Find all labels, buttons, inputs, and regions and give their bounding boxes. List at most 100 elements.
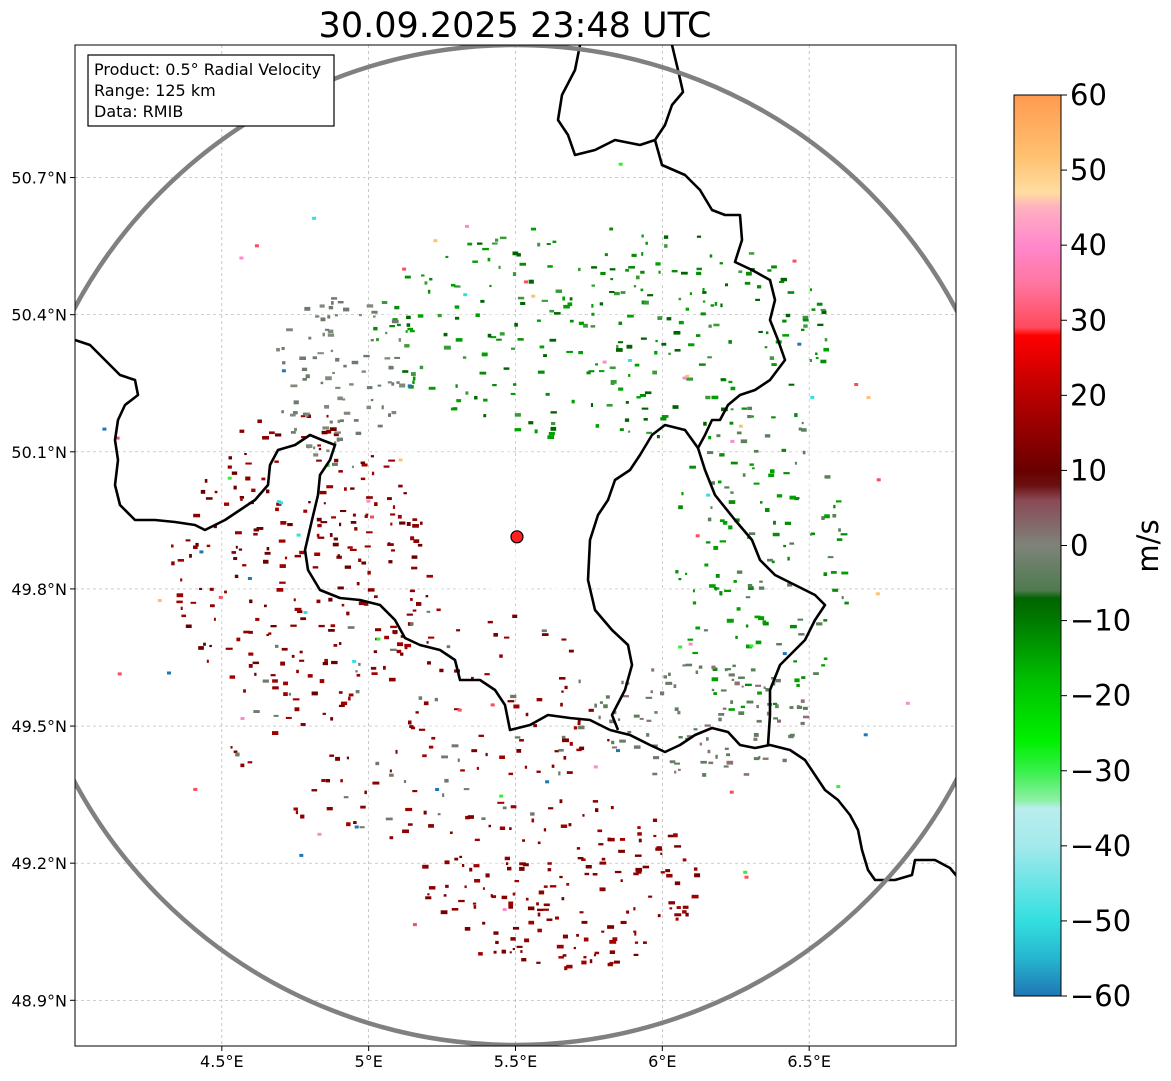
velocity-speckle (235, 545, 238, 549)
velocity-speckle (700, 312, 706, 316)
velocity-speckle (425, 595, 429, 598)
velocity-speckle (283, 692, 288, 697)
velocity-speckle (601, 930, 605, 933)
velocity-speckle (626, 910, 630, 914)
velocity-speckle (559, 677, 566, 680)
velocity-speckle (510, 805, 517, 809)
velocity-speckle (343, 411, 351, 415)
velocity-speckle-accent (682, 376, 687, 380)
velocity-speckle (715, 754, 718, 759)
velocity-speckle (661, 342, 667, 346)
velocity-speckle (724, 668, 728, 672)
velocity-speckle (728, 673, 735, 677)
velocity-speckle-accent (354, 825, 359, 829)
velocity-speckle (645, 241, 648, 245)
velocity-speckle (718, 713, 725, 716)
velocity-speckle (213, 524, 217, 529)
colorbar-label: m/s (1131, 519, 1165, 572)
velocity-speckle (505, 862, 509, 866)
velocity-speckle (499, 826, 506, 831)
velocity-speckle (402, 370, 409, 373)
velocity-speckle (728, 340, 732, 344)
velocity-speckle (617, 718, 621, 721)
velocity-speckle (755, 640, 762, 645)
velocity-speckle (643, 941, 647, 944)
velocity-speckle (214, 490, 218, 494)
velocity-speckle (312, 356, 318, 360)
velocity-speckle (327, 333, 335, 337)
velocity-speckle (711, 677, 719, 682)
velocity-speckle (641, 252, 644, 256)
velocity-speckle (730, 408, 734, 411)
velocity-speckle (252, 661, 260, 665)
velocity-speckle (353, 821, 357, 825)
velocity-speckle (719, 540, 727, 543)
colorbar-tick-label: −50 (1070, 904, 1131, 938)
velocity-speckle (499, 654, 503, 658)
velocity-speckle (794, 678, 800, 683)
velocity-speckle (533, 724, 537, 728)
velocity-speckle (340, 510, 347, 513)
velocity-speckle (445, 884, 449, 888)
velocity-speckle (507, 866, 512, 871)
velocity-speckle (434, 697, 438, 702)
velocity-speckle (284, 556, 288, 560)
velocity-speckle (308, 501, 311, 504)
velocity-speckle (604, 253, 608, 257)
velocity-speckle (784, 521, 792, 525)
velocity-speckle (719, 519, 725, 523)
velocity-speckle (621, 680, 624, 685)
velocity-speckle (319, 304, 325, 308)
velocity-speckle (306, 444, 313, 448)
velocity-speckle-accent (729, 790, 734, 794)
velocity-speckle (668, 901, 676, 905)
velocity-speckle (581, 858, 586, 861)
velocity-speckle (504, 856, 511, 861)
velocity-speckle (428, 824, 434, 828)
velocity-speckle (346, 756, 350, 760)
velocity-speckle (261, 477, 266, 481)
velocity-speckle (410, 622, 414, 626)
velocity-speckle (428, 636, 435, 639)
colorbar-tick-label: 40 (1070, 228, 1107, 262)
velocity-speckle (253, 710, 260, 713)
velocity-speckle (245, 476, 251, 481)
velocity-speckle (674, 845, 682, 848)
velocity-speckle (637, 832, 642, 836)
velocity-speckle (567, 302, 573, 307)
velocity-speckle (389, 769, 392, 773)
velocity-speckle (366, 405, 372, 410)
colorbar-tick-label: −30 (1070, 754, 1131, 788)
velocity-speckle (620, 879, 623, 882)
info-source: Data: RMIB (94, 102, 183, 121)
velocity-speckle (771, 677, 775, 680)
velocity-speckle (370, 398, 374, 402)
velocity-speckle (614, 291, 620, 296)
velocity-speckle-accent (157, 599, 162, 602)
velocity-speckle (512, 926, 520, 930)
velocity-speckle (706, 737, 709, 741)
velocity-speckle-accent (370, 515, 374, 519)
velocity-speckle (674, 762, 680, 765)
velocity-speckle (341, 603, 345, 607)
velocity-speckle (478, 734, 484, 737)
velocity-speckle-accent (792, 259, 797, 263)
velocity-speckle (803, 715, 810, 719)
velocity-speckle (757, 285, 762, 289)
velocity-speckle (734, 681, 740, 686)
velocity-speckle (319, 490, 327, 495)
velocity-speckle (599, 861, 607, 865)
velocity-speckle (563, 756, 567, 760)
map-panel: Product: 0.5° Radial Velocity Range: 125… (11, 44, 957, 1071)
velocity-speckle (597, 829, 603, 833)
velocity-field (102, 162, 910, 971)
velocity-speckle (751, 415, 754, 418)
velocity-speckle (537, 370, 545, 374)
velocity-speckle (302, 378, 307, 381)
velocity-speckle (485, 752, 488, 757)
velocity-speckle (762, 757, 769, 760)
velocity-speckle (569, 741, 573, 746)
velocity-speckle (693, 867, 698, 871)
velocity-speckle (240, 497, 243, 501)
velocity-speckle (462, 864, 465, 868)
